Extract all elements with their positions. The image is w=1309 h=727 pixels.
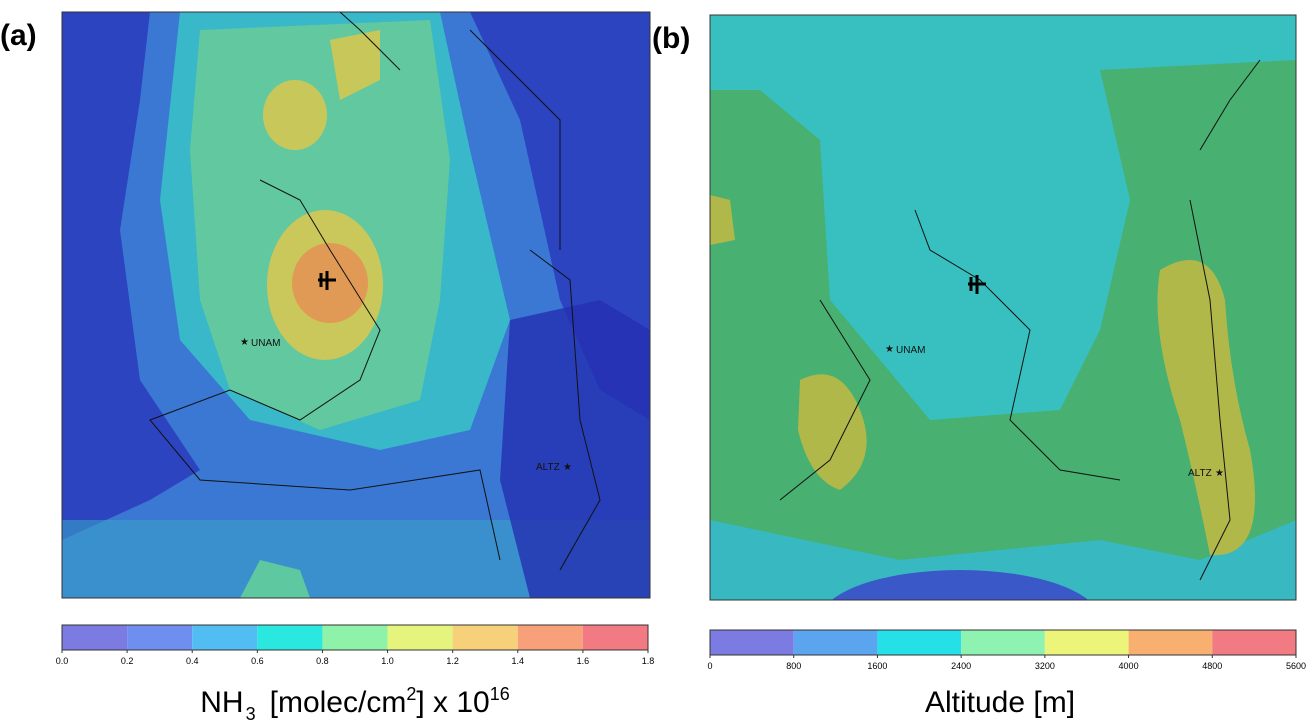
colorbar-segment xyxy=(793,630,878,655)
colorbar-segment xyxy=(62,625,128,650)
annotation: ALTZ xyxy=(1188,468,1212,479)
tick-label: 0 xyxy=(707,661,712,671)
colorbar-segment xyxy=(877,630,962,655)
label-part: 2 xyxy=(406,684,416,704)
colorbar-segment xyxy=(387,625,453,650)
map-a xyxy=(62,12,650,598)
label-part: Altitude [m] xyxy=(925,686,1075,719)
annotation: UNAM xyxy=(251,338,280,349)
colorbar-segment xyxy=(452,625,518,650)
annotation: UNAM xyxy=(896,345,925,356)
airport-icon xyxy=(318,271,336,290)
label-part: ] x 10 xyxy=(416,686,489,719)
colorbar-segment xyxy=(1212,630,1296,655)
star: ★ xyxy=(240,337,249,348)
colorbar-frame xyxy=(709,629,1297,656)
colorbar-segment xyxy=(257,625,323,650)
tick-label: 0.2 xyxy=(121,656,134,666)
tick-label: 1.8 xyxy=(642,656,655,666)
label-part: [molec/cm xyxy=(270,686,407,719)
star: ★ xyxy=(1215,468,1224,479)
colorbar-frame xyxy=(61,624,649,651)
tick-label: 4000 xyxy=(1119,661,1139,671)
tick-label: 2400 xyxy=(951,661,971,671)
tick-label: 1.2 xyxy=(446,656,459,666)
label-part: 3 xyxy=(246,704,256,724)
tick-label: 1.6 xyxy=(577,656,590,666)
colorbar-segment xyxy=(1044,630,1129,655)
tick-label: 1.4 xyxy=(512,656,525,666)
label-part: NH xyxy=(200,686,243,719)
tick-label: 800 xyxy=(786,661,801,671)
tick-label: 1600 xyxy=(867,661,887,671)
tick-label: 5600 xyxy=(1286,661,1306,671)
label-part: 16 xyxy=(490,684,510,704)
tick-label: 0.4 xyxy=(186,656,199,666)
colorbar-segment xyxy=(322,625,388,650)
star: ★ xyxy=(563,462,572,473)
colorbar-label: Altitude [m] xyxy=(925,686,1075,719)
colorbar-segment xyxy=(961,630,1045,655)
map-b xyxy=(710,15,1296,600)
map-frame xyxy=(61,11,651,599)
tick-label: 1.0 xyxy=(381,656,394,666)
tick-label: 0.0 xyxy=(56,656,69,666)
tick-label: 0.8 xyxy=(316,656,329,666)
map-frame xyxy=(709,14,1297,601)
panel-label: (b) xyxy=(652,22,690,55)
colorbar-segment xyxy=(710,630,794,655)
colorbar-segment xyxy=(192,625,258,650)
colorbar-segment xyxy=(127,625,193,650)
tick-label: 0.6 xyxy=(251,656,264,666)
tick-label: 3200 xyxy=(1035,661,1055,671)
tick-label: 4800 xyxy=(1202,661,1222,671)
annotation: ALTZ xyxy=(536,462,560,473)
colorbar-label: NH 3 [molec/cm2] x 1016 xyxy=(200,684,509,724)
star: ★ xyxy=(885,344,894,355)
panel-label: (a) xyxy=(0,19,37,52)
colorbar-segment xyxy=(1128,630,1213,655)
colorbar-segment xyxy=(517,625,583,650)
colorbar-segment xyxy=(582,625,648,650)
airport-icon xyxy=(968,275,986,294)
